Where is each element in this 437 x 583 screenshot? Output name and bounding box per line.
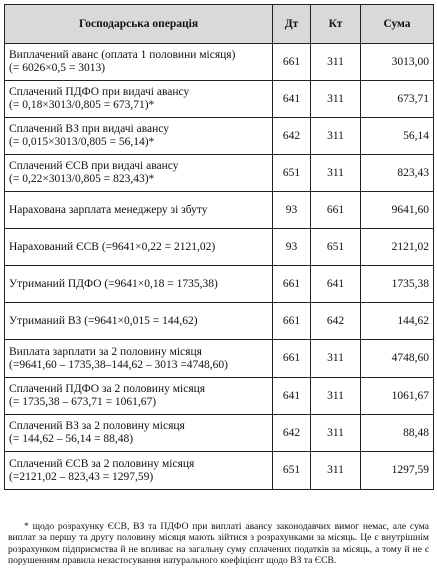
sum-cell: 9641,60 bbox=[360, 191, 434, 229]
operation-cell: Виплата зарплати за 2 половину місяця (=9… bbox=[4, 339, 273, 378]
debit-cell: 642 bbox=[272, 117, 311, 155]
operation-text: Сплачений ПДФО за 2 половину місяця bbox=[9, 383, 206, 395]
debit-cell: 93 bbox=[272, 228, 311, 266]
debit-cell: 641 bbox=[272, 80, 311, 118]
sum-cell: 1061,67 bbox=[360, 377, 434, 415]
table-row: Виплачений аванс (оплата 1 половини міся… bbox=[4, 43, 434, 81]
header-credit: Кт bbox=[310, 4, 361, 44]
header-debit: Дт bbox=[272, 4, 311, 44]
sum-cell: 4748,60 bbox=[360, 339, 434, 378]
operation-cell: Утриманий ПДФО (=9641×0,18 = 1735,38) bbox=[4, 265, 273, 303]
sum-cell: 823,43 bbox=[360, 154, 434, 192]
table-row: Сплачений ВЗ за 2 половину місяця (= 144,… bbox=[4, 414, 434, 452]
credit-cell: 311 bbox=[310, 154, 361, 192]
sum-cell: 1735,38 bbox=[360, 265, 434, 303]
accounting-table: Господарська операція Дт Кт Сума Виплаче… bbox=[4, 4, 434, 490]
debit-cell: 651 bbox=[272, 154, 311, 192]
sum-cell: 1297,59 bbox=[360, 451, 434, 490]
operation-cell: Сплачений ПДФО за 2 половину місяця (= 17… bbox=[4, 377, 273, 415]
credit-cell: 311 bbox=[310, 339, 361, 378]
table-row: Нарахований ЄСВ (=9641×0,22 = 2121,02) 9… bbox=[4, 228, 434, 266]
sum-cell: 144,62 bbox=[360, 302, 434, 340]
debit-cell: 642 bbox=[272, 414, 311, 452]
operation-formula: (=2121,02 – 823,43 = 1297,59) bbox=[9, 470, 154, 483]
table-body: Виплачений аванс (оплата 1 половини міся… bbox=[4, 43, 434, 490]
operation-text: Виплата зарплати за 2 половину місяця bbox=[9, 345, 202, 358]
sum-cell: 2121,02 bbox=[360, 228, 434, 266]
table-row: Нарахована зарплата менеджеру зі збуту 9… bbox=[4, 191, 434, 229]
debit-cell: 661 bbox=[272, 265, 311, 303]
table-row: Утриманий ВЗ (=9641×0,015 = 144,62) 661 … bbox=[4, 302, 434, 340]
operation-text: Нарахована зарплата менеджеру зі збуту bbox=[9, 203, 208, 216]
operation-text: Нарахований ЄСВ (=9641×0,22 = 2121,02) bbox=[9, 240, 216, 253]
credit-cell: 311 bbox=[310, 414, 361, 452]
credit-cell: 661 bbox=[310, 191, 361, 229]
credit-cell: 311 bbox=[310, 80, 361, 118]
operation-formula: (= 1735,38 – 673,71 = 1061,67) bbox=[9, 396, 157, 408]
table-row: Сплачений ПДФО за 2 половину місяця (= 17… bbox=[4, 377, 434, 415]
debit-cell: 641 bbox=[272, 377, 311, 415]
operation-formula: (=9641,60 – 1735,38–144,62 – 3013 =4748,… bbox=[9, 358, 229, 371]
header-row: Господарська операція Дт Кт Сума bbox=[4, 4, 434, 44]
operation-cell: Нарахований ЄСВ (=9641×0,22 = 2121,02) bbox=[4, 228, 273, 266]
credit-cell: 642 bbox=[310, 302, 361, 340]
sum-cell: 3013,00 bbox=[360, 43, 434, 81]
operation-cell: Нарахована зарплата менеджеру зі збуту bbox=[4, 191, 273, 229]
debit-cell: 661 bbox=[272, 43, 311, 81]
operation-text: Сплачений ЄСВ за 2 половину місяця bbox=[9, 457, 195, 470]
operation-text: Утриманий ПДФО (=9641×0,18 = 1735,38) bbox=[9, 277, 218, 290]
table-row: Виплата зарплати за 2 половину місяця (=9… bbox=[4, 339, 434, 378]
operation-text: Утриманий ВЗ (=9641×0,015 = 144,62) bbox=[9, 314, 198, 327]
operation-cell: Сплачений ЄСВ за 2 половину місяця (=2121… bbox=[4, 451, 273, 490]
operation-cell: Сплачений ВЗ за 2 половину місяця (= 144,… bbox=[4, 414, 273, 452]
credit-cell: 651 bbox=[310, 228, 361, 266]
table-row: Утриманий ПДФО (=9641×0,18 = 1735,38) 66… bbox=[4, 265, 434, 303]
sum-cell: 673,71 bbox=[360, 80, 434, 118]
operation-formula: (= 6026×0,5 = 3013) bbox=[9, 62, 106, 74]
debit-cell: 651 bbox=[272, 451, 311, 490]
operation-text: Сплачений ВЗ за 2 половину місяця bbox=[9, 420, 185, 432]
debit-cell: 661 bbox=[272, 302, 311, 340]
operation-cell: Виплачений аванс (оплата 1 половини міся… bbox=[4, 43, 273, 81]
debit-cell: 93 bbox=[272, 191, 311, 229]
operation-formula: (= 0,22×3013/0,805 = 823,43)* bbox=[9, 173, 155, 185]
operation-formula: (= 0,015×3013/0,805 = 56,14)* bbox=[9, 136, 155, 148]
sum-cell: 88,48 bbox=[360, 414, 434, 452]
credit-cell: 311 bbox=[310, 43, 361, 81]
header-operation: Господарська операція bbox=[4, 4, 273, 44]
operation-formula: (= 0,18×3013/0,805 = 673,71)* bbox=[9, 99, 155, 111]
operation-cell: Сплачений ВЗ при видачі авансу (= 0,015×3… bbox=[4, 117, 273, 155]
header-sum: Сума bbox=[360, 4, 434, 44]
operation-text: Сплачений ЄСВ при видачі авансу bbox=[9, 160, 179, 172]
operation-cell: Утриманий ВЗ (=9641×0,015 = 144,62) bbox=[4, 302, 273, 340]
credit-cell: 311 bbox=[310, 377, 361, 415]
debit-cell: 661 bbox=[272, 339, 311, 378]
operation-text: Сплачений ПДФО при видачі авансу bbox=[9, 86, 190, 98]
operation-cell: Сплачений ПДФО при видачі авансу (= 0,18×… bbox=[4, 80, 273, 118]
operation-text: Сплачений ВЗ при видачі авансу bbox=[9, 123, 169, 135]
table-row: Сплачений ЄСВ при видачі авансу (= 0,22×3… bbox=[4, 154, 434, 192]
table-row: Сплачений ВЗ при видачі авансу (= 0,015×3… bbox=[4, 117, 434, 155]
operation-formula: (= 144,62 – 56,14 = 88,48) bbox=[9, 433, 134, 445]
table-row: Сплачений ПДФО при видачі авансу (= 0,18×… bbox=[4, 80, 434, 118]
credit-cell: 641 bbox=[310, 265, 361, 303]
credit-cell: 311 bbox=[310, 117, 361, 155]
sum-cell: 56,14 bbox=[360, 117, 434, 155]
table-row: Сплачений ЄСВ за 2 половину місяця (=2121… bbox=[4, 451, 434, 490]
footnote: * щодо розрахунку ЄСВ, ВЗ та ПДФО при ви… bbox=[8, 520, 429, 567]
operation-cell: Сплачений ЄСВ при видачі авансу (= 0,22×3… bbox=[4, 154, 273, 192]
operation-text: Виплачений аванс (оплата 1 половини міся… bbox=[9, 49, 236, 61]
credit-cell: 311 bbox=[310, 451, 361, 490]
